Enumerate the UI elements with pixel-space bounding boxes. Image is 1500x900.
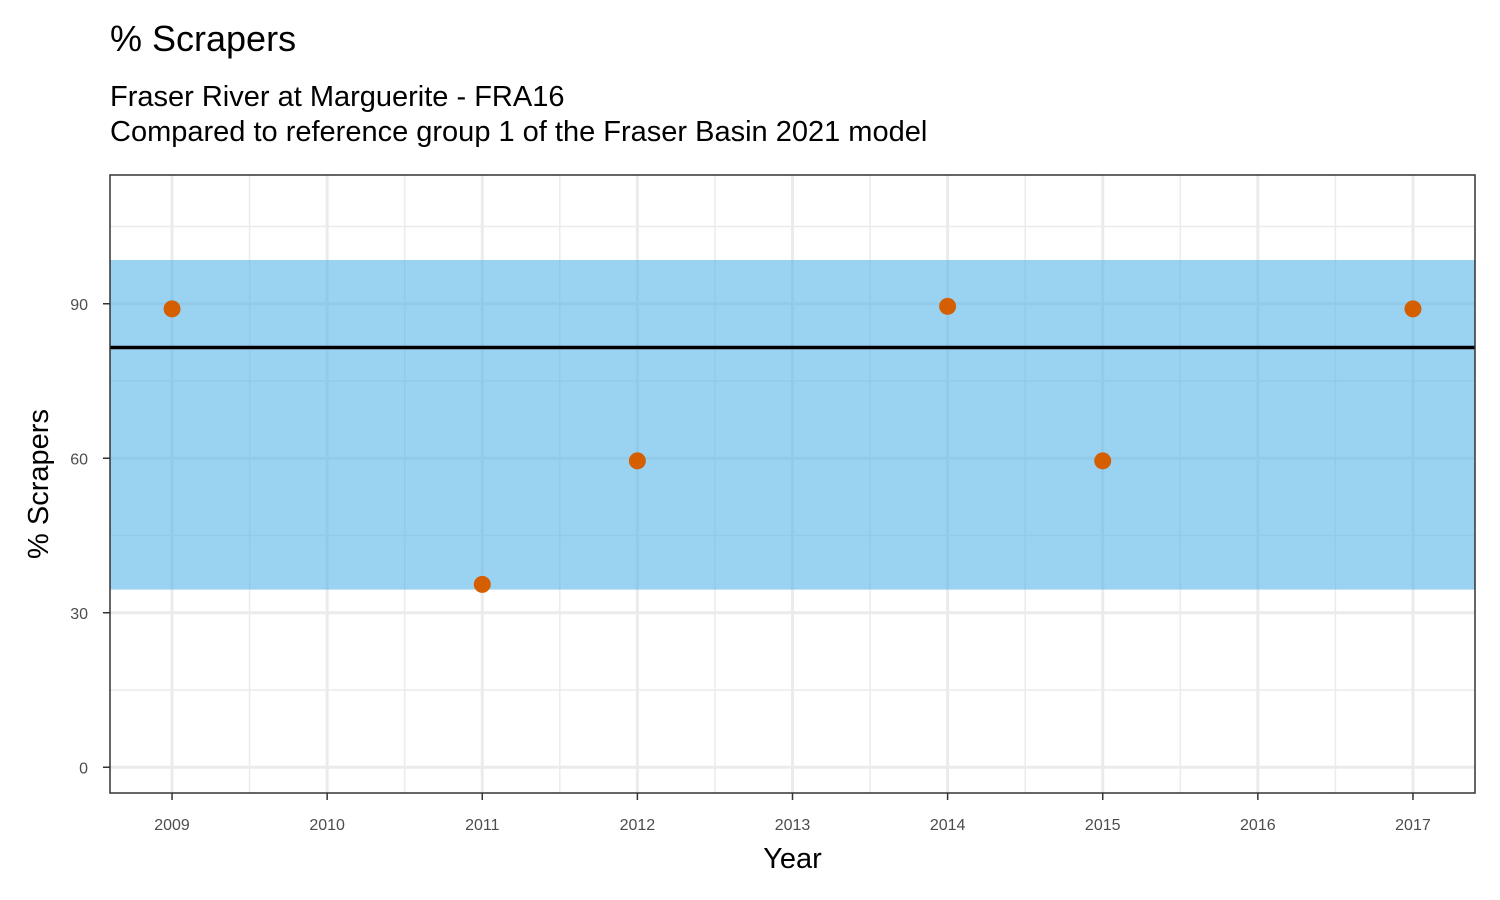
axes: 2009 2010 2011 2012 2013 2014 2015 2016 2017 0 30 6… bbox=[23, 297, 1431, 875]
reference-band-layer bbox=[110, 259, 1475, 590]
y-tick-label: 0 bbox=[79, 760, 88, 777]
x-tick-label: 2015 bbox=[1085, 817, 1121, 834]
chart-title: % Scrapers bbox=[110, 18, 297, 59]
x-tick-label: 2011 bbox=[465, 817, 500, 834]
x-tick-label: 2016 bbox=[1240, 817, 1276, 834]
data-point bbox=[1404, 300, 1422, 318]
data-point bbox=[163, 300, 181, 318]
y-tick-label: 30 bbox=[70, 606, 88, 623]
data-point bbox=[473, 575, 491, 593]
data-point bbox=[939, 297, 957, 315]
reference-band bbox=[110, 259, 1475, 590]
y-axis-title: % Scrapers bbox=[23, 409, 55, 559]
x-tick-label: 2009 bbox=[154, 817, 190, 834]
chart-subtitle-line-2: Compared to reference group 1 of the Fra… bbox=[110, 116, 928, 148]
x-axis-title: Year bbox=[763, 843, 822, 875]
x-tick-label: 2012 bbox=[620, 817, 656, 834]
x-tick-label: 2014 bbox=[930, 817, 966, 834]
data-points bbox=[163, 297, 1422, 593]
data-point bbox=[628, 452, 646, 470]
data-point bbox=[1094, 452, 1112, 470]
x-tick-label: 2017 bbox=[1395, 817, 1431, 834]
x-tick-label: 2013 bbox=[775, 817, 811, 834]
y-tick-label: 60 bbox=[70, 451, 88, 468]
chart-subtitle-line-1: Fraser River at Marguerite - FRA16 bbox=[110, 81, 565, 113]
y-tick-label: 90 bbox=[70, 297, 88, 314]
x-tick-label: 2010 bbox=[309, 817, 345, 834]
